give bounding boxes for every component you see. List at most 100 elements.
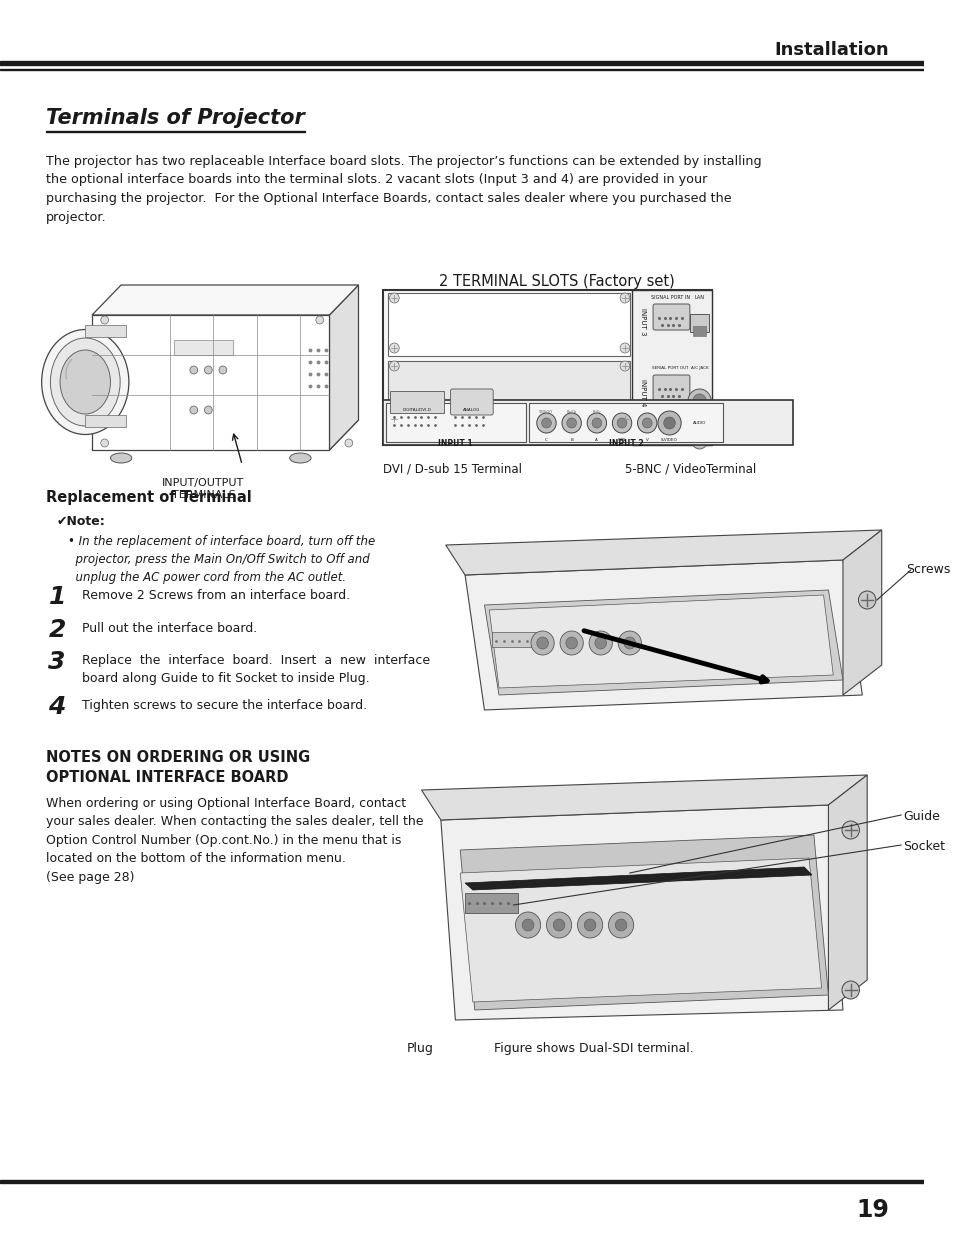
Circle shape (619, 361, 629, 370)
Polygon shape (827, 776, 866, 1010)
Text: INPUT 3: INPUT 3 (639, 309, 646, 336)
Circle shape (389, 293, 398, 303)
Circle shape (389, 343, 398, 353)
Circle shape (619, 414, 629, 424)
Text: 2: 2 (49, 618, 66, 642)
Text: Replace  the  interface  board.  Insert  a  new  interface
board along Guide to : Replace the interface board. Insert a ne… (82, 655, 430, 685)
Polygon shape (459, 835, 827, 1010)
Circle shape (658, 411, 680, 435)
Text: S-VIDEO: S-VIDEO (660, 438, 678, 442)
Text: Pb/Cb: Pb/Cb (566, 410, 577, 414)
Polygon shape (91, 315, 329, 450)
Text: ✔Note:: ✔Note: (56, 515, 105, 529)
Circle shape (101, 316, 109, 324)
Text: 5-BNC / VideoTerminal: 5-BNC / VideoTerminal (624, 463, 756, 475)
Text: Pull out the interface board.: Pull out the interface board. (82, 622, 257, 635)
Text: Installation: Installation (774, 41, 888, 59)
Bar (385, 403, 525, 442)
Circle shape (315, 316, 323, 324)
Text: The projector has two replaceable Interface board slots. The projector’s functio: The projector has two replaceable Interf… (46, 156, 760, 224)
Text: Socket: Socket (902, 840, 944, 853)
Circle shape (389, 361, 398, 370)
Text: ANALOG: ANALOG (463, 408, 480, 412)
Circle shape (559, 631, 582, 655)
Circle shape (515, 911, 540, 939)
Circle shape (687, 389, 710, 412)
Circle shape (565, 637, 577, 650)
Polygon shape (91, 420, 358, 450)
Circle shape (101, 438, 109, 447)
Polygon shape (421, 776, 866, 820)
Circle shape (612, 412, 631, 433)
Circle shape (561, 412, 580, 433)
Circle shape (617, 417, 626, 429)
Circle shape (566, 417, 576, 429)
Text: AUDIO: AUDIO (692, 421, 705, 425)
Bar (689, 314, 708, 332)
Circle shape (608, 911, 633, 939)
Circle shape (204, 366, 212, 374)
Circle shape (841, 821, 859, 839)
Circle shape (583, 919, 596, 931)
Text: Pr/Cr: Pr/Cr (592, 410, 600, 414)
Text: INPUT 2: INPUT 2 (608, 438, 642, 448)
Circle shape (204, 406, 212, 414)
Circle shape (345, 438, 353, 447)
Circle shape (663, 417, 675, 429)
Text: 3: 3 (49, 650, 66, 674)
Text: SIGNAL PORT IN: SIGNAL PORT IN (650, 295, 689, 300)
Text: Guide: Guide (902, 810, 939, 823)
Circle shape (219, 366, 227, 374)
Circle shape (541, 417, 551, 429)
Polygon shape (489, 595, 832, 688)
Polygon shape (465, 559, 862, 710)
Circle shape (553, 919, 564, 931)
Text: WIN: WIN (618, 438, 625, 442)
Text: Figure shows Dual-SDI terminal.: Figure shows Dual-SDI terminal. (494, 1042, 693, 1055)
Text: C: C (544, 438, 547, 442)
Polygon shape (465, 867, 811, 890)
Bar (382, 290, 711, 445)
Circle shape (623, 637, 635, 650)
Text: • In the replacement of interface board, turn off the
  projector, press the Mai: • In the replacement of interface board,… (68, 535, 375, 584)
Text: 19: 19 (856, 1198, 888, 1221)
Circle shape (641, 417, 652, 429)
Bar (174, 340, 233, 354)
Ellipse shape (42, 330, 129, 435)
Text: INPUT 4: INPUT 4 (639, 379, 646, 406)
Text: 2 TERMINAL SLOTS (Factory set): 2 TERMINAL SLOTS (Factory set) (438, 274, 674, 289)
Text: INPUT/OUTPUT
TERMINALS: INPUT/OUTPUT TERMINALS (162, 478, 244, 500)
Bar (382, 400, 792, 445)
Polygon shape (440, 805, 842, 1020)
Bar (46, 131, 305, 132)
Bar (692, 326, 705, 336)
Circle shape (389, 414, 398, 424)
Circle shape (589, 631, 612, 655)
Text: VIDEO/Y: VIDEO/Y (538, 410, 553, 414)
Polygon shape (329, 285, 358, 450)
Text: A/C JACK: A/C JACK (690, 366, 708, 370)
Text: LAN: LAN (694, 295, 704, 300)
Text: V: V (645, 438, 648, 442)
Text: Plug: Plug (407, 1042, 434, 1055)
Polygon shape (484, 590, 842, 695)
Bar (492, 632, 536, 647)
Bar (0, 1179, 923, 1183)
Circle shape (537, 637, 548, 650)
Bar (529, 403, 722, 442)
Text: Terminals of Projector: Terminals of Projector (46, 107, 304, 128)
Text: 1: 1 (49, 585, 66, 609)
Bar (387, 361, 629, 424)
FancyBboxPatch shape (653, 375, 689, 401)
Circle shape (592, 417, 601, 429)
Bar (631, 290, 711, 445)
Circle shape (577, 911, 602, 939)
Text: B: B (570, 438, 573, 442)
Circle shape (595, 637, 606, 650)
Polygon shape (91, 285, 358, 315)
Circle shape (619, 343, 629, 353)
Polygon shape (459, 858, 821, 1002)
Circle shape (586, 412, 606, 433)
Text: SERIAL PORT OUT: SERIAL PORT OUT (652, 366, 688, 370)
Bar (0, 68, 923, 70)
